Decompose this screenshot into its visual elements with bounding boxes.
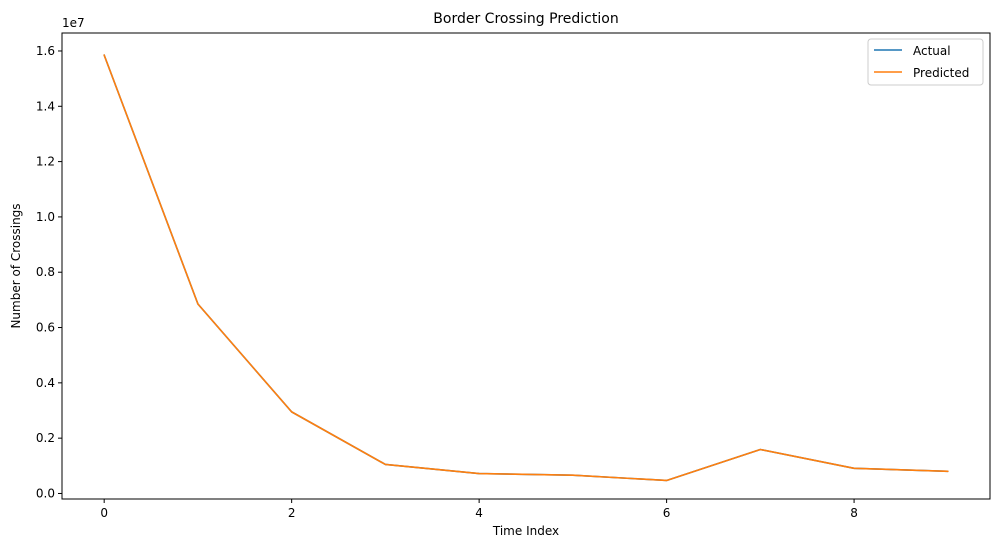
series-line-predicted — [103, 54, 949, 482]
x-tick-label: 4 — [475, 506, 483, 520]
y-tick-label: 0.6 — [36, 321, 55, 335]
series-lines — [103, 54, 949, 482]
plot-area: 0 2 4 6 8 0.0 0.2 0.4 0.6 0.8 1.0 1.2 1.4 1.6 — [36, 32, 991, 520]
legend-label-actual: Actual — [913, 44, 951, 58]
y-axis-ticks: 0.0 0.2 0.4 0.6 0.8 1.0 1.2 1.4 1.6 — [36, 44, 62, 500]
y-tick-label: 0.8 — [36, 265, 55, 279]
chart-title: Border Crossing Prediction — [433, 11, 618, 27]
y-tick-label: 1.2 — [36, 155, 55, 169]
x-tick-label: 0 — [100, 506, 108, 520]
legend-label-predicted: Predicted — [913, 66, 969, 80]
x-axis-label: Time Index — [492, 524, 559, 538]
y-axis-label: Number of Crossings — [9, 203, 23, 328]
y-tick-label: 0.0 — [36, 486, 55, 500]
axes-frame — [61, 32, 991, 500]
y-tick-label: 1.4 — [36, 99, 55, 113]
y-tick-label: 0.4 — [36, 376, 55, 390]
y-tick-label: 0.2 — [36, 431, 55, 445]
y-tick-label: 1.6 — [36, 44, 55, 58]
x-tick-label: 8 — [850, 506, 858, 520]
y-tick-label: 1.0 — [36, 210, 55, 224]
legend: Actual Predicted — [867, 38, 984, 86]
y-offset-text: 1e7 — [62, 16, 85, 30]
x-axis-ticks: 0 2 4 6 8 — [100, 499, 858, 520]
x-tick-label: 6 — [663, 506, 671, 520]
x-tick-label: 2 — [288, 506, 296, 520]
